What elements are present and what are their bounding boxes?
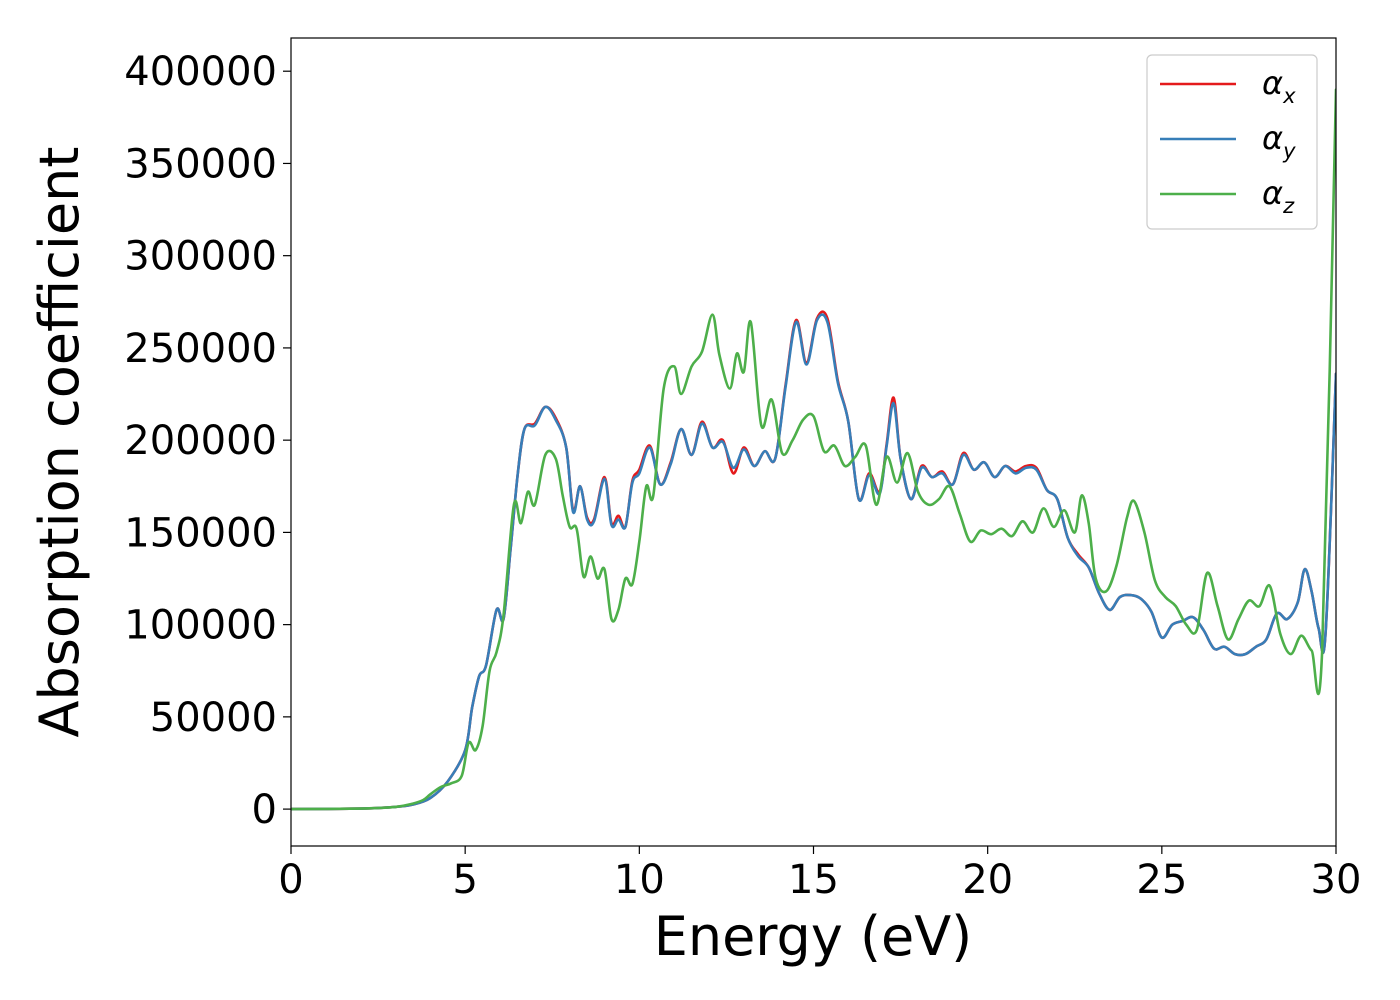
legend-label-subscript: z: [1282, 194, 1295, 218]
x-tick-label: 5: [452, 857, 477, 903]
legend-label-subscript: x: [1282, 84, 1296, 108]
legend-label: αy: [1262, 119, 1296, 163]
y-tick-label: 300000: [124, 234, 277, 280]
x-tick-label: 25: [1136, 857, 1187, 903]
y-axis-label: Absorption coefficient: [28, 147, 91, 738]
x-tick-label: 0: [278, 857, 303, 903]
y-tick-label: 100000: [124, 603, 277, 649]
y-tick-label: 250000: [124, 326, 277, 372]
legend-box: [1146, 54, 1318, 230]
legend-label-symbol: α: [1262, 174, 1283, 212]
series-line-alpha-y: [291, 313, 1336, 811]
x-axis-label: Energy (eV): [654, 905, 973, 968]
legend-label: αz: [1262, 174, 1295, 218]
series-line-alpha-z: [291, 88, 1336, 811]
y-tick-label: 50000: [150, 695, 277, 741]
x-tick-label: 30: [1311, 857, 1362, 903]
x-axis: 0 5 10 15 20 25 30: [278, 846, 1361, 903]
y-tick-label: 200000: [124, 418, 277, 464]
legend-label-symbol: α: [1262, 64, 1283, 102]
y-tick-label: 0: [252, 787, 277, 833]
y-axis: 0 50000 100000 150000 200000 250000 300000 3500…: [124, 49, 291, 833]
legend-label: αx: [1262, 64, 1296, 108]
x-tick-label: 15: [788, 857, 839, 903]
x-tick-label: 10: [614, 857, 665, 903]
legend-label-symbol: α: [1262, 119, 1283, 157]
y-tick-label: 400000: [124, 49, 277, 95]
x-tick-label: 20: [962, 857, 1013, 903]
series-layer: [291, 88, 1336, 811]
legend-label-subscript: y: [1282, 139, 1296, 163]
y-tick-label: 350000: [124, 141, 277, 187]
y-tick-label: 150000: [124, 510, 277, 556]
